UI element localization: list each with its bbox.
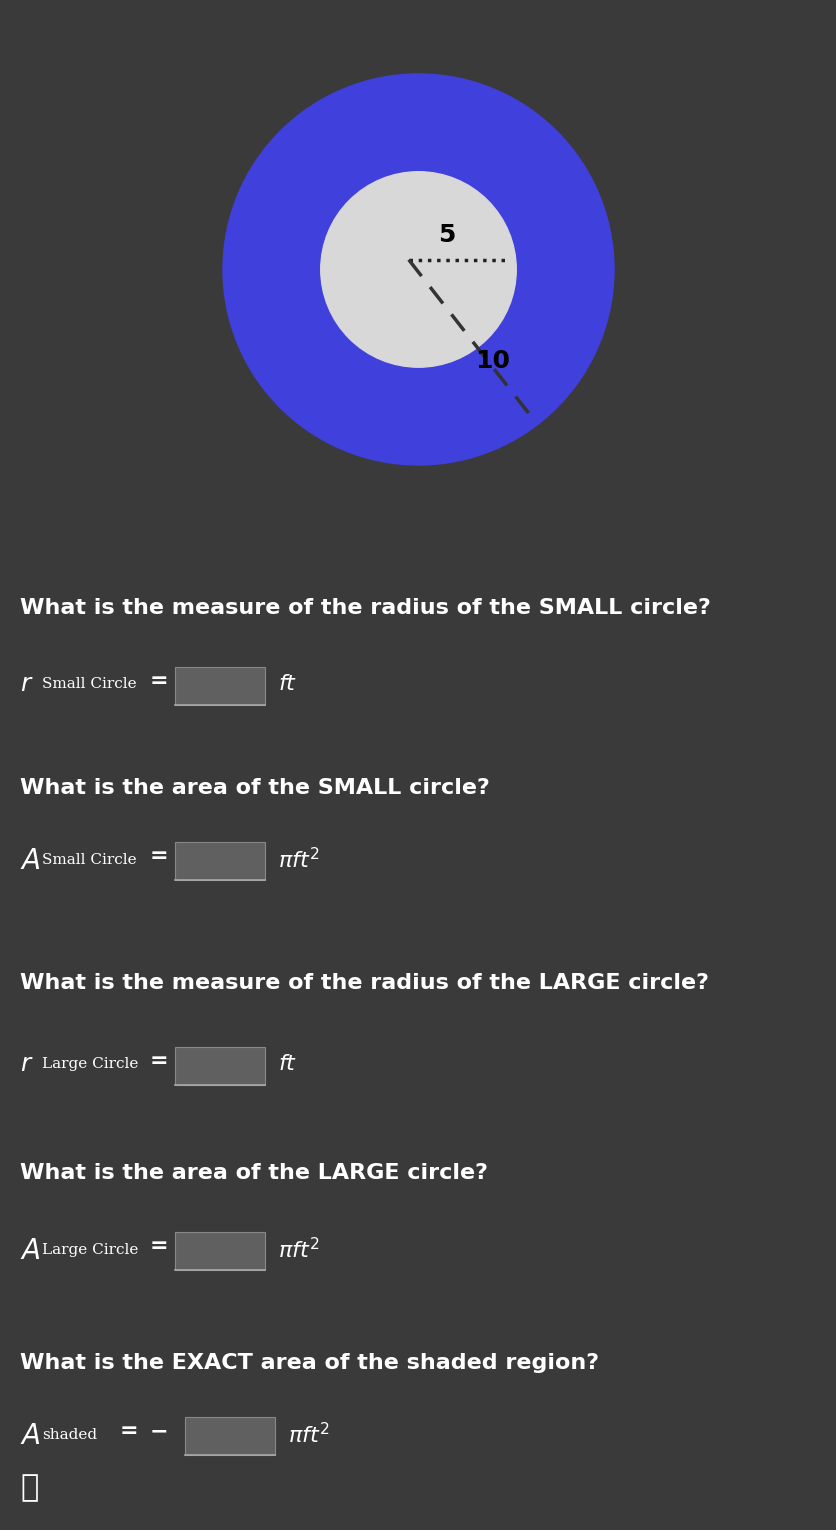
Circle shape xyxy=(222,73,614,465)
Text: =: = xyxy=(150,846,168,866)
Text: What is the area of the LARGE circle?: What is the area of the LARGE circle? xyxy=(20,1163,487,1183)
FancyBboxPatch shape xyxy=(175,667,265,705)
Text: ⏰: ⏰ xyxy=(20,1473,38,1502)
Text: =: = xyxy=(150,1051,168,1071)
Text: What is the area of the SMALL circle?: What is the area of the SMALL circle? xyxy=(20,779,489,799)
Circle shape xyxy=(320,171,516,367)
Text: $ft$: $ft$ xyxy=(278,1053,297,1076)
FancyBboxPatch shape xyxy=(175,1232,265,1270)
Text: $r$: $r$ xyxy=(20,1053,33,1076)
Text: What is the EXACT area of the shaded region?: What is the EXACT area of the shaded reg… xyxy=(20,1353,599,1372)
Text: $\pi ft^2$: $\pi ft^2$ xyxy=(278,848,319,874)
Text: $A$: $A$ xyxy=(20,848,40,875)
Text: −: − xyxy=(150,1421,168,1441)
Text: Large Circle: Large Circle xyxy=(42,1244,138,1258)
Text: $\pi ft^2$: $\pi ft^2$ xyxy=(288,1423,329,1449)
Text: Large Circle: Large Circle xyxy=(42,1057,138,1071)
Text: What is the measure of the radius of the LARGE circle?: What is the measure of the radius of the… xyxy=(20,973,708,993)
FancyBboxPatch shape xyxy=(175,1047,265,1085)
Text: 10: 10 xyxy=(474,349,509,373)
Text: $r$: $r$ xyxy=(20,673,33,696)
Text: $\pi ft^2$: $\pi ft^2$ xyxy=(278,1238,319,1264)
Text: $A$: $A$ xyxy=(20,1423,40,1450)
Text: $A$: $A$ xyxy=(20,1238,40,1265)
FancyBboxPatch shape xyxy=(175,842,265,880)
Text: =: = xyxy=(150,672,168,692)
Text: =: = xyxy=(120,1421,139,1441)
Text: Small Circle: Small Circle xyxy=(42,678,136,692)
Text: shaded: shaded xyxy=(42,1427,97,1443)
Text: What is the measure of the radius of the SMALL circle?: What is the measure of the radius of the… xyxy=(20,598,710,618)
Text: 5: 5 xyxy=(437,223,455,246)
Text: $ft$: $ft$ xyxy=(278,673,297,695)
FancyBboxPatch shape xyxy=(185,1417,275,1455)
Text: =: = xyxy=(150,1236,168,1256)
Text: Small Circle: Small Circle xyxy=(42,854,136,868)
